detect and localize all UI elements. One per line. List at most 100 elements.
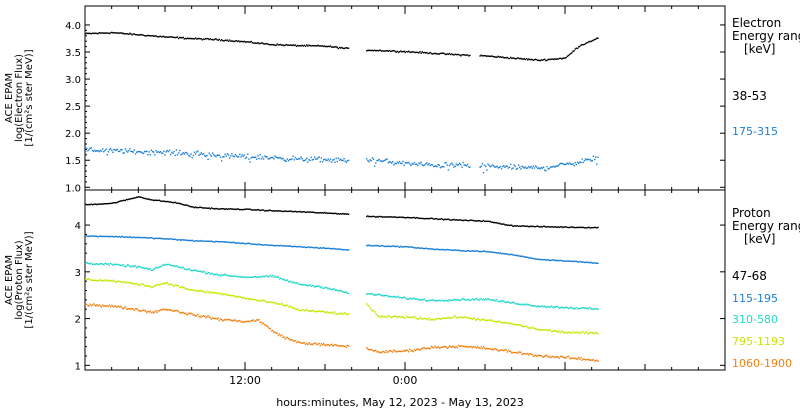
electron-data-point [159,35,162,37]
proton-data-point [573,260,575,263]
electron-data-point [328,160,331,162]
proton-data-point [453,346,455,348]
proton-data-point [592,308,595,310]
electron-data-point [296,158,299,160]
proton-data-point [104,279,106,281]
electron-data-point [321,45,324,47]
proton-data-point [379,294,382,296]
electron-data-point [531,58,533,61]
electron-data-point [267,43,269,45]
proton-data-point [211,291,214,293]
proton-data-point [147,237,149,239]
electron-data-point [151,150,154,153]
proton-data-point [217,292,219,295]
electron-data-point [283,159,285,161]
electron-data-point [96,32,98,35]
proton-data-point [136,236,138,239]
electron-data-point [256,42,258,44]
proton-data-point [167,309,170,311]
electron-data-point [252,42,255,44]
proton-data-point [366,303,368,305]
proton-data-point [565,260,567,262]
electron-data-point [138,150,140,153]
proton-data-point [291,282,293,284]
proton-data-point [544,305,546,307]
proton-data-point [268,244,270,247]
proton-data-point [192,314,195,316]
electron-data-point [369,49,371,52]
electron-data-point [421,164,423,166]
proton-data-point [578,332,580,334]
proton-data-point [294,210,297,213]
proton-data-point [472,219,474,222]
proton-data-point [477,250,479,252]
proton-data-point [104,235,106,238]
proton-data-point [227,294,230,296]
electron-data-point [402,51,404,53]
electron-data-point [329,158,332,160]
proton-data-point [334,248,336,250]
proton-data-point [216,273,218,275]
proton-data-point [248,242,250,244]
proton-data-point [439,300,442,302]
proton-data-point [136,283,138,285]
electron-data-point [232,40,234,42]
proton-data-point [199,206,201,208]
proton-data-point [236,242,239,244]
proton-data-point [281,302,283,304]
proton-data-point [530,257,532,259]
proton-data-point [480,220,482,223]
proton-data-point [188,312,190,314]
proton-data-point [487,319,489,321]
electron-data-point [504,57,506,59]
proton-data-point [123,307,125,309]
electron-data-point [137,34,139,36]
proton-data-point [556,330,558,333]
proton-data-point [133,265,136,267]
proton-data-point [434,319,436,321]
electron-data-point [214,155,216,157]
proton-data-point [591,308,593,310]
electron-data-point [374,165,376,167]
electron-data-point [325,45,327,48]
proton-data-point [311,310,314,312]
proton-data-point [548,226,550,228]
proton-data-point [98,203,100,205]
proton-data-point [269,328,272,330]
proton-data-point [328,287,331,289]
proton-data-point [524,304,527,306]
electron-data-point [126,33,129,35]
proton-data-point [177,239,180,241]
proton-data-point [429,318,431,321]
proton-data-point [285,304,287,306]
electron-data-point [425,163,427,165]
proton-data-point [302,309,304,311]
electron-data-point [108,32,111,35]
proton-data-point [428,217,430,220]
electron-data-point [157,151,159,153]
proton-data-point [402,297,404,299]
proton-data-point [583,358,586,360]
electron-data-point [133,149,136,151]
proton-data-point [181,239,183,241]
electron-data-point [578,162,580,164]
proton-data-point [413,247,416,249]
electron-data-point [587,41,589,44]
proton-data-point [520,304,522,306]
electron-data-point [184,151,187,154]
electron-data-point [530,58,532,61]
electron-data-point [385,158,387,161]
proton-data-point [550,305,553,307]
proton-data-point [413,216,416,219]
proton-data-point [242,242,244,244]
electron-data-point [465,54,468,56]
proton-data-point [549,259,552,262]
proton-data-point [107,305,110,307]
proton-data-point [432,299,435,302]
electron-data-point [438,164,440,166]
proton-data-point [347,249,350,251]
proton-data-point [376,294,378,296]
proton-data-point [444,299,446,302]
proton-data-point [525,325,528,327]
electron-data-point [405,50,408,53]
